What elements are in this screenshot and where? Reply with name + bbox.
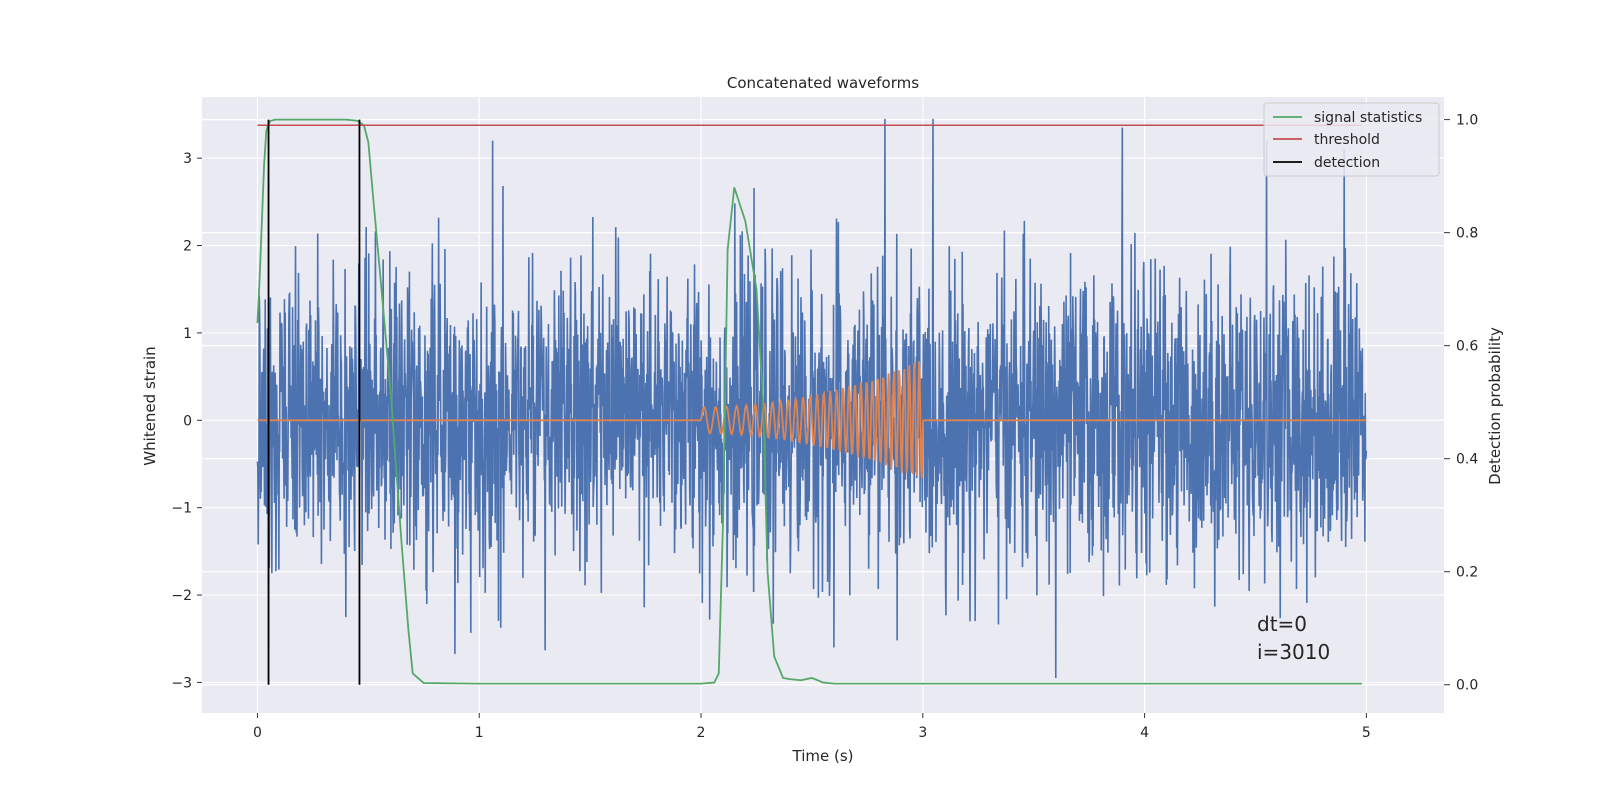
- legend: signal statistics threshold detection: [1263, 102, 1440, 177]
- x-axis-label: Time (s): [792, 747, 854, 765]
- y-tick-label: −2: [171, 588, 192, 604]
- y-tick-label: 2: [183, 239, 192, 255]
- injection-series-line: [257, 361, 1367, 479]
- detection-markers: [267, 119, 361, 685]
- series-layer: [256, 118, 1368, 685]
- x-tick-label: 5: [1362, 725, 1371, 741]
- y-tick-label: 0: [183, 413, 192, 429]
- y2-tick-label: 0.2: [1456, 565, 1478, 581]
- y2-tick-label: 0.0: [1456, 678, 1478, 694]
- y-tick-label: −1: [171, 501, 192, 517]
- strain-series-line: [256, 118, 1368, 679]
- annotation-dt: dt=0: [1257, 612, 1307, 636]
- x-tick-label: 0: [253, 725, 262, 741]
- legend-label-threshold: threshold: [1314, 132, 1380, 148]
- x-tick-label: 1: [475, 725, 484, 741]
- y2-tick-label: 0.6: [1456, 339, 1478, 355]
- y-tick-label: 3: [183, 151, 192, 167]
- y2-axis-label: Detection probability: [1486, 327, 1504, 485]
- legend-box: [1263, 102, 1440, 177]
- x-tick-label: 4: [1140, 725, 1149, 741]
- legend-label-detection: detection: [1314, 155, 1380, 171]
- axes: 0 1 2 3 4 5 −3 −2 −1 0 1 2 3 0.0 0.2 0.4 0.6 0.8 1.0: [171, 113, 1478, 741]
- y2-tick-label: 0.8: [1456, 226, 1478, 242]
- x-tick-label: 3: [918, 725, 927, 741]
- y2-tick-label: 0.4: [1456, 452, 1478, 468]
- y-tick-label: −3: [171, 675, 192, 691]
- y-tick-label: 1: [183, 326, 192, 342]
- y2-tick-label: 1.0: [1456, 113, 1478, 129]
- y-axis-label: Whitened strain: [141, 346, 159, 465]
- legend-label-signal-statistics: signal statistics: [1314, 110, 1422, 126]
- chart-title: Concatenated waveforms: [727, 74, 919, 92]
- x-tick-label: 2: [697, 725, 706, 741]
- annotation-i: i=3010: [1257, 640, 1330, 664]
- signal-statistics-line: [256, 118, 1362, 685]
